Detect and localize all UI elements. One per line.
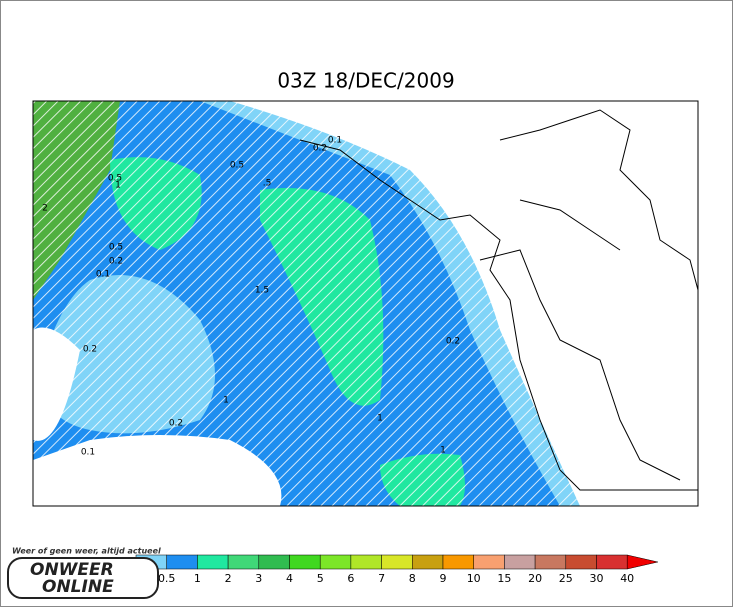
map-title: 03Z 18/DEC/2009 [277, 69, 454, 93]
legend-label: 8 [409, 572, 416, 585]
map [33, 101, 698, 506]
legend-label: 25 [559, 572, 573, 585]
legend-label: 2 [225, 572, 232, 585]
legend-swatch [350, 554, 382, 570]
contour-label: 0.5 [108, 174, 122, 184]
contour-label: 0.1 [81, 448, 95, 458]
logo-tagline: Weer of geen weer, altijd actueel [12, 547, 161, 556]
map-frame [32, 100, 699, 507]
legend-arrow [626, 554, 658, 570]
legend-label: 30 [590, 572, 604, 585]
contour-label: .5 [263, 179, 272, 189]
legend-swatch [442, 554, 474, 570]
legend-swatch [473, 554, 505, 570]
logo-line2: ONLINE [42, 577, 114, 597]
legend-swatch [534, 554, 567, 570]
legend-swatch [412, 554, 444, 570]
contour-label: 0.1 [328, 136, 342, 146]
legend-label: 20 [528, 572, 542, 585]
contour-label: 1 [377, 414, 383, 424]
legend-swatch [289, 554, 321, 570]
legend-swatch [166, 554, 198, 570]
legend-swatch [258, 554, 290, 570]
legend-label: 6 [347, 572, 354, 585]
contour-label: 1 [440, 446, 446, 456]
legend-swatch [596, 554, 628, 570]
legend-label: 9 [440, 572, 447, 585]
contour-label: 0.2 [169, 419, 183, 429]
contour-label: 0.2 [109, 257, 123, 267]
legend-label: 4 [286, 572, 293, 585]
contour-label: 0.2 [446, 337, 460, 347]
legend-label: 15 [497, 572, 511, 585]
legend-label: 0.5 [158, 572, 176, 585]
legend-swatch [227, 554, 260, 570]
logo-line1: ONWEER [30, 560, 114, 580]
legend-label: 3 [255, 572, 262, 585]
legend: 0.5 1 2 3 4 5 6 7 8 9 10 15 20 25 30 40 [135, 554, 658, 585]
contour-label: 2 [42, 204, 48, 214]
contour-label: 0.2 [313, 144, 327, 154]
borders [479, 109, 698, 481]
legend-label: 5 [317, 572, 324, 585]
coastline [299, 139, 698, 491]
contour-label: 0.1 [96, 270, 110, 280]
contour-label: 1.5 [255, 286, 269, 296]
legend-label: 10 [467, 572, 481, 585]
legend-swatch [381, 554, 413, 570]
legend-label: 40 [620, 572, 634, 585]
contour-label: 0.2 [83, 345, 97, 355]
contour-label: 0.5 [109, 243, 123, 253]
contour-label: 0.5 [230, 161, 244, 171]
legend-swatch [197, 554, 229, 570]
logo: Weer of geen weer, altijd actueel ONWEER… [7, 547, 161, 599]
contour-label: 1 [115, 181, 121, 191]
legend-label: 1 [194, 572, 201, 585]
legend-swatch [319, 554, 352, 570]
legend-swatch [565, 554, 597, 570]
legend-swatch [504, 554, 536, 570]
contour-labels: 0.1 0.2 0.5 1 2 0.5 0.2 0.1 1.5 0.2 0.2 … [42, 136, 460, 458]
legend-label: 7 [378, 572, 385, 585]
contour-label: 1 [223, 396, 229, 406]
